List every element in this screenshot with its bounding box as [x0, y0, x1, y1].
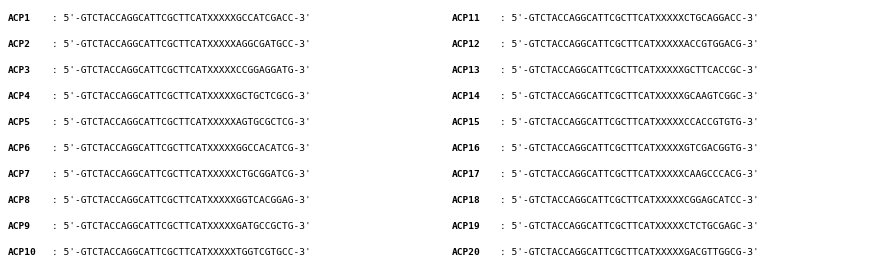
Text: ACP18: ACP18 — [452, 196, 481, 205]
Text: ACP5: ACP5 — [8, 118, 31, 127]
Text: ACP10: ACP10 — [8, 248, 36, 257]
Text: : 5'-GTCTACCAGGCATTCGCTTCATXXXXXAGGCGATGCC-3': : 5'-GTCTACCAGGCATTCGCTTCATXXXXXAGGCGATG… — [52, 40, 311, 49]
Text: ACP16: ACP16 — [452, 144, 481, 153]
Text: ACP11: ACP11 — [452, 14, 481, 23]
Text: : 5'-GTCTACCAGGCATTCGCTTCATXXXXXGGCCACATCG-3': : 5'-GTCTACCAGGCATTCGCTTCATXXXXXGGCCACAT… — [52, 144, 311, 153]
Text: : 5'-GTCTACCAGGCATTCGCTTCATXXXXXGACGTTGGCG-3': : 5'-GTCTACCAGGCATTCGCTTCATXXXXXGACGTTGG… — [500, 248, 759, 257]
Text: : 5'-GTCTACCAGGCATTCGCTTCATXXXXXGGTCACGGAG-3': : 5'-GTCTACCAGGCATTCGCTTCATXXXXXGGTCACGG… — [52, 196, 311, 205]
Text: : 5'-GTCTACCAGGCATTCGCTTCATXXXXXACCGTGGACG-3': : 5'-GTCTACCAGGCATTCGCTTCATXXXXXACCGTGGA… — [500, 40, 759, 49]
Text: ACP6: ACP6 — [8, 144, 31, 153]
Text: ACP8: ACP8 — [8, 196, 31, 205]
Text: ACP3: ACP3 — [8, 66, 31, 75]
Text: : 5'-GTCTACCAGGCATTCGCTTCATXXXXXCCACCGTGTG-3': : 5'-GTCTACCAGGCATTCGCTTCATXXXXXCCACCGTG… — [500, 118, 759, 127]
Text: ACP19: ACP19 — [452, 222, 481, 231]
Text: : 5'-GTCTACCAGGCATTCGCTTCATXXXXXCTGCGGATCG-3': : 5'-GTCTACCAGGCATTCGCTTCATXXXXXCTGCGGAT… — [52, 170, 311, 179]
Text: ACP17: ACP17 — [452, 170, 481, 179]
Text: ACP13: ACP13 — [452, 66, 481, 75]
Text: : 5'-GTCTACCAGGCATTCGCTTCATXXXXXGCAAGTCGGC-3': : 5'-GTCTACCAGGCATTCGCTTCATXXXXXGCAAGTCG… — [500, 92, 759, 101]
Text: : 5'-GTCTACCAGGCATTCGCTTCATXXXXXCTCTGCGAGC-3': : 5'-GTCTACCAGGCATTCGCTTCATXXXXXCTCTGCGA… — [500, 222, 759, 231]
Text: ACP2: ACP2 — [8, 40, 31, 49]
Text: : 5'-GTCTACCAGGCATTCGCTTCATXXXXXGTCGACGGTG-3': : 5'-GTCTACCAGGCATTCGCTTCATXXXXXGTCGACGG… — [500, 144, 759, 153]
Text: ACP9: ACP9 — [8, 222, 31, 231]
Text: ACP4: ACP4 — [8, 92, 31, 101]
Text: : 5'-GTCTACCAGGCATTCGCTTCATXXXXXTGGTCGTGCC-3': : 5'-GTCTACCAGGCATTCGCTTCATXXXXXTGGTCGTG… — [52, 248, 311, 257]
Text: ACP7: ACP7 — [8, 170, 31, 179]
Text: : 5'-GTCTACCAGGCATTCGCTTCATXXXXXCAAGCCCACG-3': : 5'-GTCTACCAGGCATTCGCTTCATXXXXXCAAGCCCA… — [500, 170, 759, 179]
Text: : 5'-GTCTACCAGGCATTCGCTTCATXXXXXGCTGCTCGCG-3': : 5'-GTCTACCAGGCATTCGCTTCATXXXXXGCTGCTCG… — [52, 92, 311, 101]
Text: : 5'-GTCTACCAGGCATTCGCTTCATXXXXXAGTGCGCTCG-3': : 5'-GTCTACCAGGCATTCGCTTCATXXXXXAGTGCGCT… — [52, 118, 311, 127]
Text: ACP15: ACP15 — [452, 118, 481, 127]
Text: ACP12: ACP12 — [452, 40, 481, 49]
Text: ACP1: ACP1 — [8, 14, 31, 23]
Text: : 5'-GTCTACCAGGCATTCGCTTCATXXXXXCGGAGCATCC-3': : 5'-GTCTACCAGGCATTCGCTTCATXXXXXCGGAGCAT… — [500, 196, 759, 205]
Text: : 5'-GTCTACCAGGCATTCGCTTCATXXXXXCCGGAGGATG-3': : 5'-GTCTACCAGGCATTCGCTTCATXXXXXCCGGAGGA… — [52, 66, 311, 75]
Text: : 5'-GTCTACCAGGCATTCGCTTCATXXXXXGATGCCGCTG-3': : 5'-GTCTACCAGGCATTCGCTTCATXXXXXGATGCCGC… — [52, 222, 311, 231]
Text: : 5'-GTCTACCAGGCATTCGCTTCATXXXXXCTGCAGGACC-3': : 5'-GTCTACCAGGCATTCGCTTCATXXXXXCTGCAGGA… — [500, 14, 759, 23]
Text: ACP20: ACP20 — [452, 248, 481, 257]
Text: ACP14: ACP14 — [452, 92, 481, 101]
Text: : 5'-GTCTACCAGGCATTCGCTTCATXXXXXGCCATCGACC-3': : 5'-GTCTACCAGGCATTCGCTTCATXXXXXGCCATCGA… — [52, 14, 311, 23]
Text: : 5'-GTCTACCAGGCATTCGCTTCATXXXXXGCTTCACCGC-3': : 5'-GTCTACCAGGCATTCGCTTCATXXXXXGCTTCACC… — [500, 66, 759, 75]
